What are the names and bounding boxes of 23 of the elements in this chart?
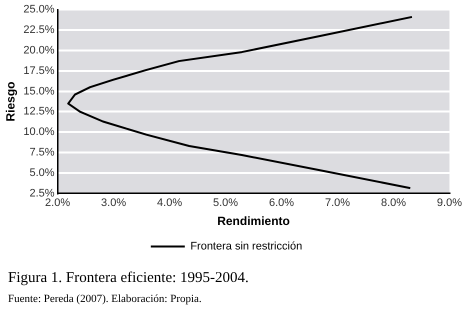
- x-tick-label: 2.0%: [45, 197, 70, 210]
- x-tick-label: 3.0%: [101, 197, 126, 210]
- y-tick-label: 12.5%: [23, 106, 55, 118]
- legend-label: Frontera sin restricción: [190, 240, 302, 253]
- y-tick-label: 5.0%: [30, 167, 55, 180]
- x-tick-label: 8.0%: [380, 197, 406, 210]
- y-tick-label: 20.0%: [23, 44, 55, 56]
- y-tick-label: 25.0%: [23, 4, 55, 16]
- text: Figura 1. Frontera eficiente: 1995-2004.: [8, 270, 250, 287]
- source-note: Fuente: Pereda (2007). Elaboración: Propia.: [8, 293, 203, 305]
- y-tick-label: 17.5%: [23, 64, 55, 77]
- x-axis-title: Rendimiento: [217, 214, 290, 228]
- y-axis-title: Riesgo: [4, 81, 18, 122]
- y-tick-label: 15.0%: [23, 85, 55, 98]
- y-tick-label: 2.5%: [30, 187, 55, 200]
- x-tick-label: 5.0%: [212, 197, 238, 210]
- x-tick-label: 7.0%: [324, 197, 350, 210]
- y-tick-label: 10.0%: [23, 126, 55, 138]
- y-tick-label: 7.5%: [30, 146, 55, 159]
- x-tick-label: 9.0%: [436, 197, 462, 210]
- y-tick-label: 22.5%: [23, 24, 55, 36]
- x-tick-label: 4.0%: [157, 197, 182, 210]
- x-tick-label: 6.0%: [268, 197, 294, 210]
